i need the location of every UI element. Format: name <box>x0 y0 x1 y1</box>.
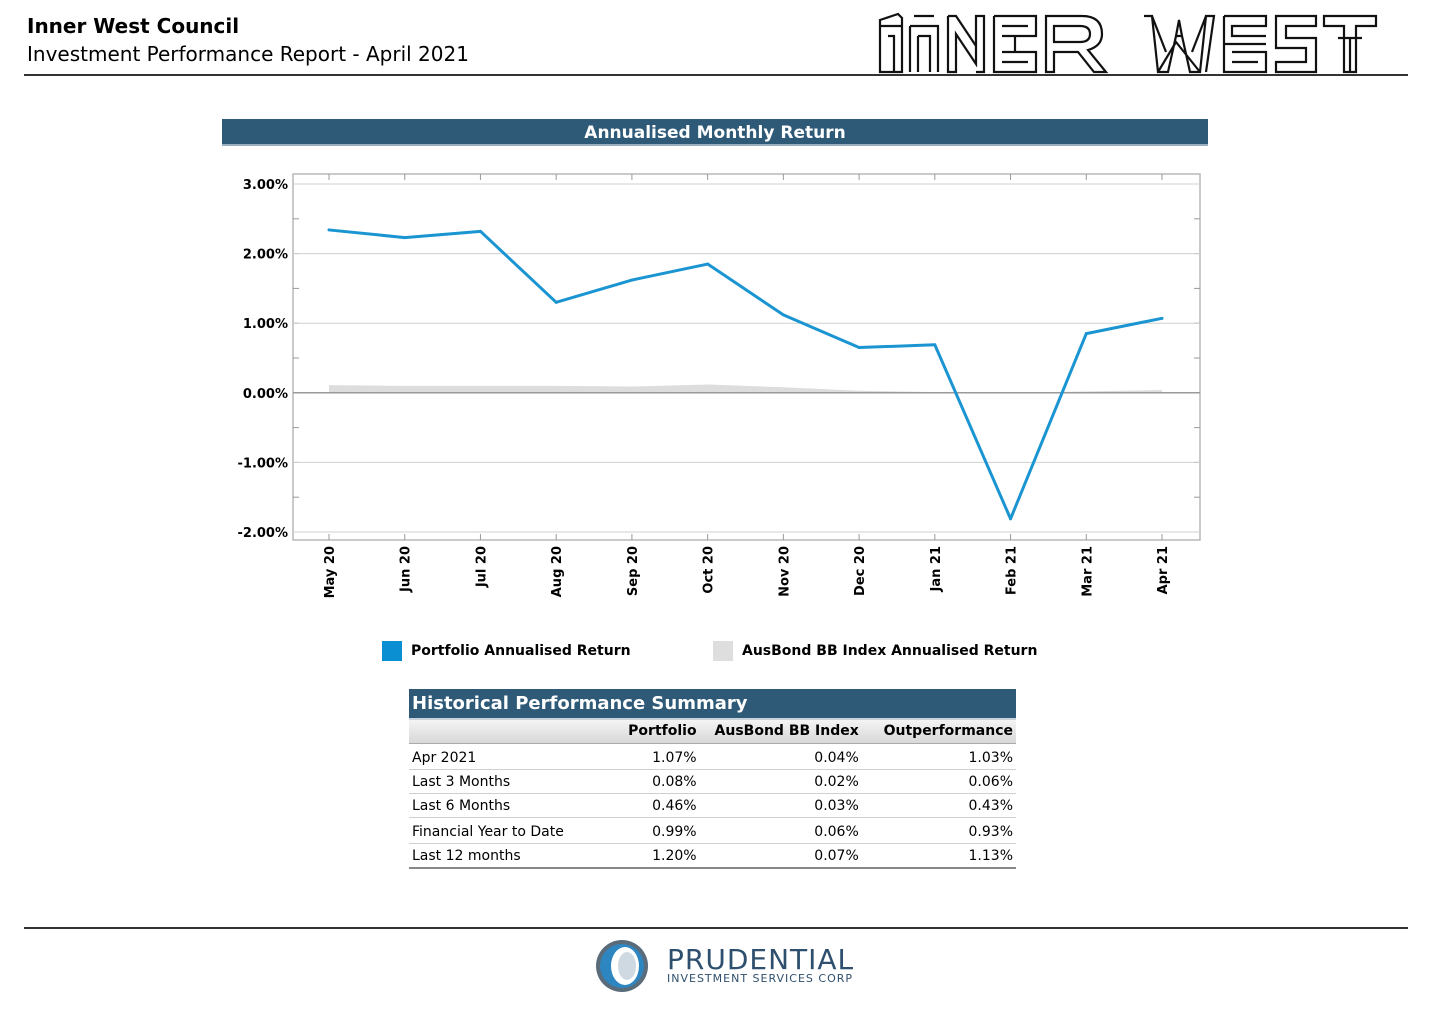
portfolio-return-line <box>328 228 1163 521</box>
table-row: Apr 2021 1.07% 0.04% 1.03% <box>409 744 1016 770</box>
row-outperformance: 0.93% <box>968 824 1013 840</box>
table-row: Financial Year to Date 0.99% 0.06% 0.93% <box>409 818 1016 844</box>
summary-header-row: Portfolio AusBond BB Index Outperformanc… <box>409 720 1016 744</box>
x-tick-label: Sep 20 <box>626 546 641 596</box>
portfolio-point <box>1009 517 1013 521</box>
row-index: 0.04% <box>814 750 859 766</box>
prudential-logo-mark <box>596 940 648 992</box>
x-tick-label: Feb 21 <box>1005 546 1020 595</box>
x-tick-label: Oct 20 <box>702 546 717 594</box>
row-period: Last 12 months <box>412 848 521 864</box>
row-period: Apr 2021 <box>412 750 477 766</box>
row-portfolio: 1.07% <box>652 750 697 766</box>
row-portfolio: 1.20% <box>652 848 697 864</box>
x-tick-label: Nov 20 <box>777 546 792 597</box>
inner-west-logo <box>878 12 1378 74</box>
x-tick-label: Mar 21 <box>1080 546 1095 597</box>
x-tick-label: Aug 20 <box>550 546 565 597</box>
portfolio-point <box>554 300 558 304</box>
col-header-period <box>409 720 566 743</box>
row-portfolio: 0.46% <box>652 798 697 814</box>
portfolio-point <box>857 346 861 350</box>
row-index: 0.02% <box>814 774 859 790</box>
x-tick-label: May 20 <box>323 546 338 598</box>
row-outperformance: 0.43% <box>968 798 1013 814</box>
chart-title: Annualised Monthly Return <box>222 119 1208 146</box>
row-outperformance: 1.03% <box>968 750 1013 766</box>
row-portfolio: 0.99% <box>652 824 697 840</box>
portfolio-point <box>403 236 407 240</box>
y-tick-label: -1.00% <box>238 456 289 471</box>
report-subtitle: Investment Performance Report - April 20… <box>27 42 469 66</box>
portfolio-point <box>1084 332 1088 336</box>
table-row: Last 12 months 1.20% 0.07% 1.13% <box>409 844 1016 869</box>
portfolio-point <box>630 278 634 282</box>
x-tick-label: Jan 21 <box>929 546 944 592</box>
legend-label-ausbond: AusBond BB Index Annualised Return <box>742 643 1038 659</box>
x-tick-label: Jun 20 <box>399 546 414 593</box>
legend-swatch-ausbond <box>713 641 733 661</box>
header-divider <box>24 74 1408 76</box>
portfolio-point <box>706 262 710 266</box>
row-index: 0.06% <box>814 824 859 840</box>
table-row: Last 6 Months 0.46% 0.03% 0.43% <box>409 794 1016 818</box>
summary-title: Historical Performance Summary <box>409 689 1016 720</box>
portfolio-point <box>781 313 785 317</box>
col-header-outperformance: Outperformance <box>883 723 1013 739</box>
row-outperformance: 1.13% <box>968 848 1013 864</box>
plot-area <box>292 173 1201 541</box>
portfolio-point <box>933 343 937 347</box>
legend-swatch-portfolio <box>382 641 402 661</box>
table-row: Last 3 Months 0.08% 0.02% 0.06% <box>409 770 1016 794</box>
col-header-portfolio: Portfolio <box>628 723 697 739</box>
portfolio-point <box>478 229 482 233</box>
ausbond-index-area <box>329 384 1162 393</box>
row-period: Last 6 Months <box>412 798 511 814</box>
row-index: 0.07% <box>814 848 859 864</box>
legend-item-portfolio: Portfolio Annualised Return <box>382 640 631 662</box>
legend-item-ausbond: AusBond BB Index Annualised Return <box>713 640 1037 662</box>
portfolio-point <box>1160 316 1164 320</box>
y-tick-label: 1.00% <box>243 317 288 332</box>
annualised-return-chart: 3.00% 2.00% 1.00% 0.00% -1.00% -2.00% May 20 Ju… <box>238 173 1201 598</box>
x-tick-label: Apr 21 <box>1156 546 1171 594</box>
y-tick-label: 2.00% <box>243 248 288 263</box>
row-period: Last 3 Months <box>412 774 511 790</box>
y-tick-label: -2.00% <box>238 526 289 541</box>
legend-label-portfolio: Portfolio Annualised Return <box>411 643 631 659</box>
row-outperformance: 0.06% <box>968 774 1013 790</box>
x-tick-label: Dec 20 <box>853 546 868 596</box>
performance-summary-table: Historical Performance Summary Portfolio… <box>409 689 1016 869</box>
x-tick-label: Jul 20 <box>474 546 489 588</box>
y-tick-label: 0.00% <box>243 387 288 402</box>
footer-divider <box>24 927 1408 929</box>
y-tick-label: 3.00% <box>243 178 288 193</box>
row-index: 0.03% <box>814 798 859 814</box>
col-header-index: AusBond BB Index <box>714 723 859 739</box>
row-period: Financial Year to Date <box>412 824 564 840</box>
report-org-title: Inner West Council <box>27 14 240 38</box>
prudential-subtitle: INVESTMENT SERVICES CORP <box>667 972 854 985</box>
portfolio-point <box>327 228 331 232</box>
prudential-name: PRUDENTIAL <box>667 943 855 976</box>
row-portfolio: 0.08% <box>652 774 697 790</box>
